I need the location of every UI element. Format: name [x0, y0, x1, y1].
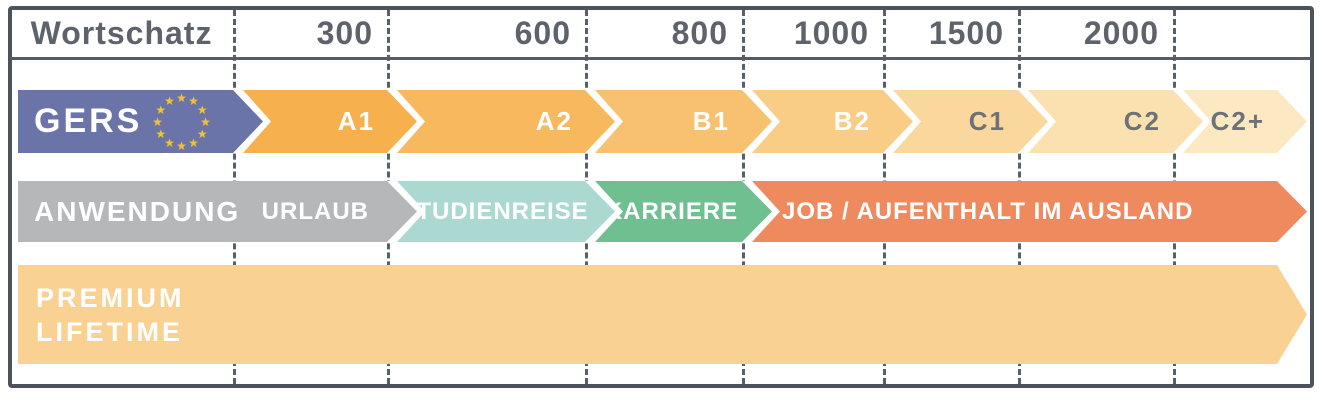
gers-label: GERS: [34, 102, 143, 140]
level-label: C2+: [1210, 106, 1265, 136]
gers-label-segment: GERS: [18, 90, 263, 153]
usage-arrow-job-ausland: JOB / AUFENTHALT IM AUSLAND: [752, 181, 1307, 242]
header-cell-1500: 1500: [928, 14, 1004, 51]
usage-label: URLAUB: [261, 197, 369, 225]
level-label: C2: [1123, 106, 1161, 136]
header-cell-1000: 1000: [793, 14, 869, 51]
premium-lifetime-bar: PREMIUM LIFETIME: [18, 265, 1307, 364]
usage-arrow-karriere: KARRIERE: [595, 181, 772, 242]
level-arrow-a1: A1: [243, 90, 417, 153]
usage-arrow-studienreise: STUDIENREISE: [397, 181, 615, 242]
header-cell-600: 600: [514, 14, 571, 51]
level-label: B1: [692, 106, 730, 136]
level-label: C1: [968, 106, 1006, 136]
premium-label-line1: PREMIUM: [36, 282, 185, 313]
usage-label: JOB / AUFENTHALT IM AUSLAND: [782, 197, 1194, 225]
header-cell-2000: 2000: [1083, 14, 1159, 51]
level-arrow-a2: A2: [397, 90, 615, 153]
level-label: A1: [337, 106, 375, 136]
level-label: B2: [833, 106, 871, 136]
table-frame: [8, 6, 1314, 388]
header-separator-line: [10, 57, 1312, 60]
usage-label: STUDIENREISE: [399, 197, 589, 225]
header-cell-800: 800: [671, 14, 728, 51]
header-row-label: Wortschatz: [30, 14, 213, 51]
level-arrow-b1: B1: [595, 90, 772, 153]
header-cell-300: 300: [316, 14, 373, 51]
anwendung-label: ANWENDUNG: [34, 195, 241, 227]
eu-stars-icon: [154, 93, 212, 151]
level-label: A2: [535, 106, 573, 136]
level-arrow-b2: B2: [752, 90, 913, 153]
usage-arrow-urlaub: ANWENDUNG URLAUB: [18, 181, 417, 242]
premium-label-line2: LIFETIME: [36, 316, 183, 347]
usage-label: KARRIERE: [604, 197, 739, 225]
level-arrow-c2: C2: [1028, 90, 1203, 153]
